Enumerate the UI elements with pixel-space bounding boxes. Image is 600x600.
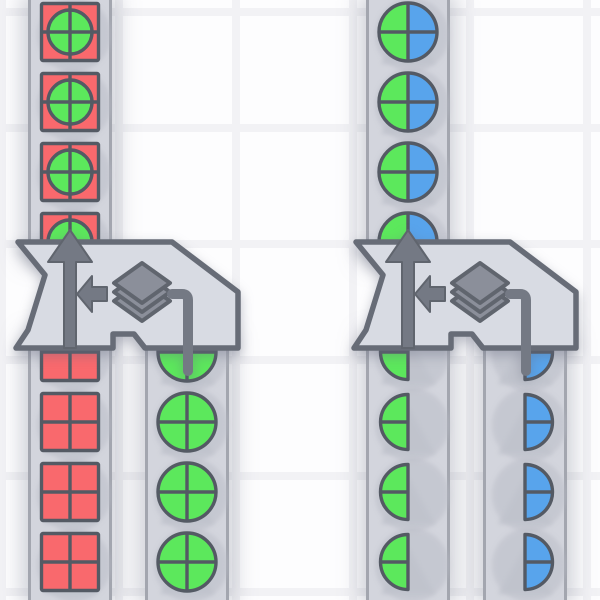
belt-item-green-blue-circle	[375, 68, 449, 142]
belt-item-green-blue-circle	[375, 0, 449, 72]
belt-item-red-square	[37, 458, 111, 532]
output-arrow-up-icon	[385, 229, 431, 349]
stack-layers-icon	[112, 261, 172, 323]
stacker-left[interactable]	[13, 229, 241, 376]
machines	[13, 229, 579, 376]
belt-item-green-half-circle-left	[375, 458, 449, 532]
belt-item-green-circle	[154, 388, 228, 462]
belt-item-green-half-circle-left	[375, 388, 449, 462]
belt-item-red-square	[37, 388, 111, 462]
input-pipe-icon	[505, 289, 531, 376]
output-arrow-up-icon	[47, 229, 93, 349]
belt-item-green-blue-circle	[375, 138, 449, 212]
grid-line-horizontal	[0, 588, 600, 596]
belt-item-stacked-red-square-green-circle	[37, 0, 111, 72]
belt-item-blue-half-circle-right	[492, 458, 566, 532]
belt-item-green-half-circle-left	[375, 528, 449, 600]
grid-line-horizontal	[0, 240, 600, 248]
belt-item-blue-half-circle-right	[492, 528, 566, 600]
belt-item-blue-half-circle-right	[492, 388, 566, 462]
stack-layers-icon	[450, 261, 510, 323]
belt-item-green-circle	[154, 458, 228, 532]
input-pipe-icon	[167, 289, 193, 376]
belt-item-stacked-red-square-green-circle	[37, 68, 111, 142]
grid-line-horizontal	[0, 356, 600, 364]
grid-line-vertical	[0, 0, 6, 600]
grid-line-vertical	[583, 0, 591, 600]
belt-item-stacked-red-square-green-circle	[37, 138, 111, 212]
grid-line-horizontal	[0, 124, 600, 132]
grid-line-vertical	[349, 0, 357, 600]
stacker-right[interactable]	[351, 229, 579, 376]
grid-line-horizontal	[0, 8, 600, 16]
belt-item-red-square	[37, 528, 111, 600]
input-arrow-left-icon	[414, 275, 446, 313]
belt-item-green-circle	[154, 528, 228, 600]
input-arrow-left-icon	[76, 275, 108, 313]
grid-line-horizontal	[0, 472, 600, 480]
